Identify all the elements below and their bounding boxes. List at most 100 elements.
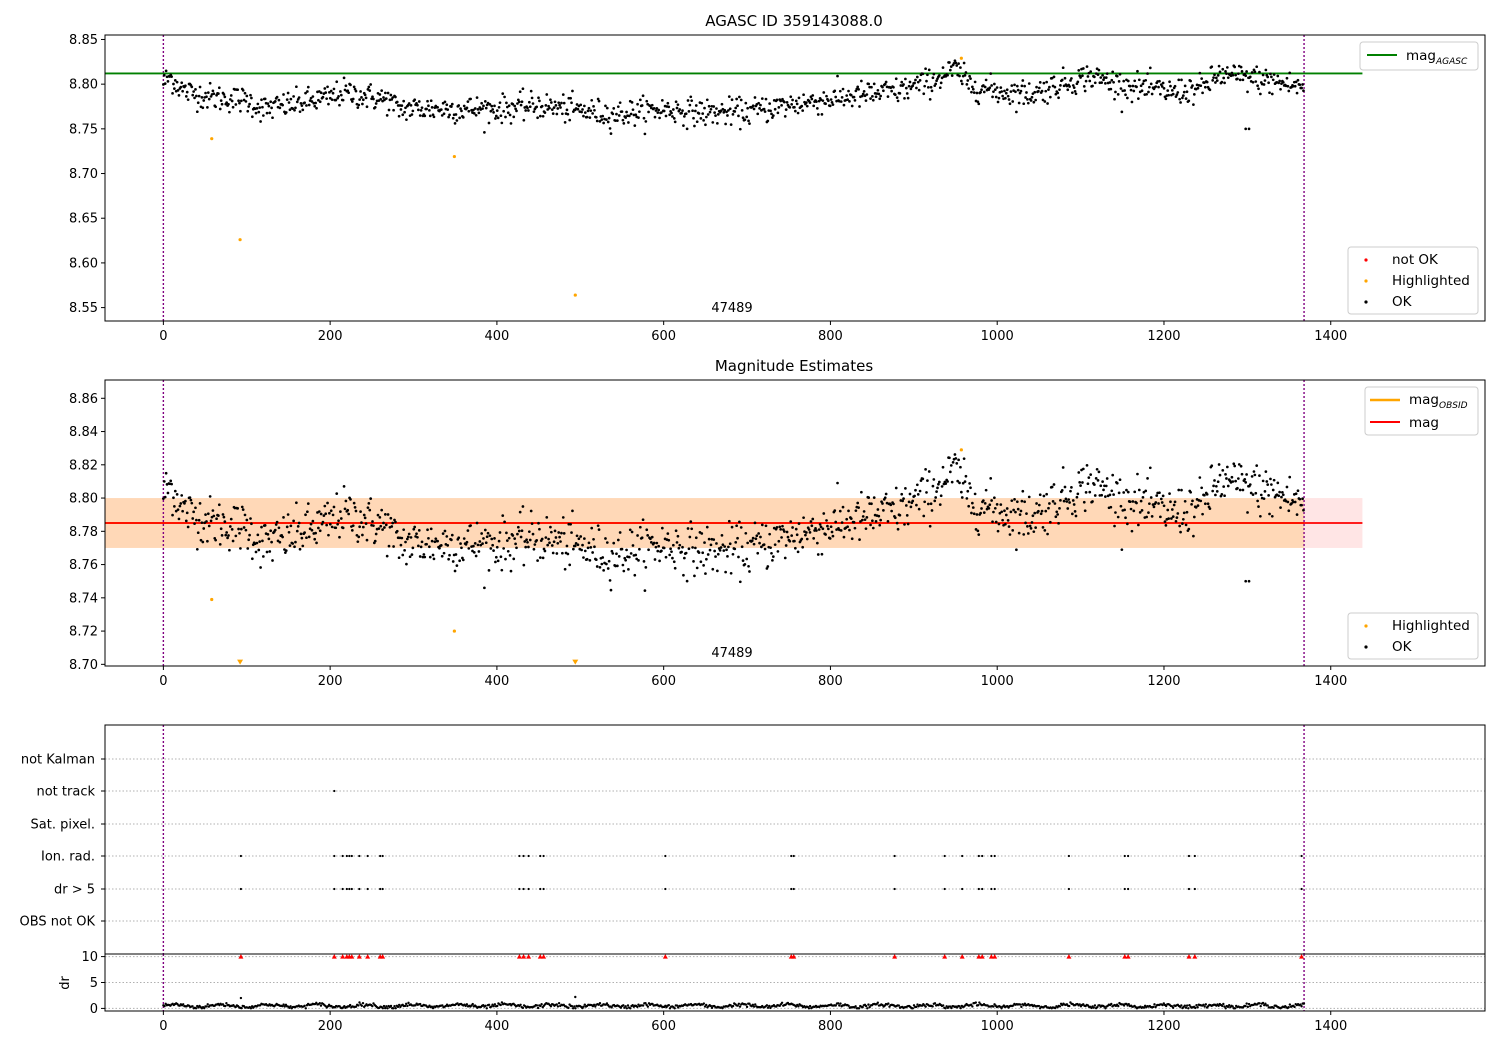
ok-point xyxy=(384,523,388,527)
ok-point xyxy=(881,85,884,89)
ok-point xyxy=(438,546,441,550)
ok-point xyxy=(878,97,882,101)
ok-point xyxy=(171,513,174,517)
ok-point xyxy=(459,107,462,110)
ok-point xyxy=(586,109,590,113)
ok-point xyxy=(432,115,436,119)
ok-point xyxy=(581,543,584,547)
ok-point xyxy=(909,505,913,509)
ok-point xyxy=(1192,534,1195,538)
ok-point xyxy=(1269,477,1272,481)
ok-point xyxy=(1052,75,1056,79)
ok-point xyxy=(303,101,306,105)
ok-point xyxy=(1261,479,1265,483)
ok-point xyxy=(244,528,248,532)
ok-point xyxy=(1210,65,1214,69)
ok-point xyxy=(317,526,320,530)
ok-point xyxy=(822,91,826,94)
dr-point xyxy=(1227,1004,1231,1007)
ok-point xyxy=(962,457,966,461)
ok-point xyxy=(1237,463,1241,466)
ok-point xyxy=(1112,80,1115,84)
ok-point xyxy=(239,109,242,113)
ok-point xyxy=(453,569,457,573)
ok-point xyxy=(1066,507,1070,510)
ok-point xyxy=(1302,89,1305,93)
ok-point xyxy=(319,91,323,95)
ok-point xyxy=(1029,99,1033,102)
ok-point xyxy=(769,109,772,113)
ok-point xyxy=(1234,73,1237,77)
ok-point xyxy=(1100,81,1104,84)
ok-point xyxy=(493,104,496,108)
ok-point xyxy=(779,527,783,531)
ok-point xyxy=(722,111,726,114)
ok-point xyxy=(256,533,260,537)
ok-point xyxy=(1024,521,1027,525)
ok-point xyxy=(239,547,242,550)
ok-point xyxy=(291,107,295,110)
ok-point xyxy=(189,498,193,502)
dr-point xyxy=(392,1007,395,1010)
ok-point xyxy=(929,85,933,89)
ok-point xyxy=(491,543,495,547)
ok-point xyxy=(921,72,925,76)
ok-point xyxy=(271,116,274,120)
ok-point xyxy=(164,471,168,475)
ok-point xyxy=(178,504,182,508)
ok-point xyxy=(600,562,604,566)
ok-point xyxy=(1078,480,1082,484)
ok-point xyxy=(1086,482,1090,486)
ok-point xyxy=(243,513,247,517)
ion-rad-flag xyxy=(1123,854,1126,858)
ok-point xyxy=(417,108,420,112)
ok-point xyxy=(948,456,951,460)
ok-point xyxy=(490,537,494,541)
ok-point xyxy=(544,104,548,107)
ok-point xyxy=(982,511,986,514)
ok-point xyxy=(973,492,977,496)
ok-point xyxy=(863,518,867,522)
ok-point xyxy=(550,108,554,112)
ok-point xyxy=(411,546,415,550)
ok-point xyxy=(206,539,209,543)
ok-point xyxy=(946,480,949,483)
ok-point xyxy=(250,522,253,526)
x-tick-label: 200 xyxy=(318,329,343,344)
dr-point xyxy=(418,1002,422,1006)
ok-point xyxy=(711,121,715,124)
flag-row-label: Sat. pixel. xyxy=(31,818,95,833)
ok-point xyxy=(624,558,627,562)
ok-point xyxy=(636,534,639,537)
ok-point xyxy=(1115,481,1119,485)
ok-point xyxy=(892,85,895,89)
ok-point xyxy=(579,535,583,538)
ok-point xyxy=(269,529,273,533)
ok-point xyxy=(506,549,510,553)
ok-point xyxy=(988,86,992,90)
ok-point xyxy=(994,520,998,524)
ok-point xyxy=(409,536,413,539)
ok-point xyxy=(1021,489,1025,493)
ok-point xyxy=(1206,502,1210,506)
ok-point xyxy=(1199,499,1203,503)
ok-point xyxy=(217,503,221,507)
dr-point xyxy=(675,1004,679,1007)
ok-point xyxy=(191,517,195,520)
dr-point xyxy=(1203,1005,1206,1008)
ok-point xyxy=(730,525,734,529)
ok-point xyxy=(668,113,672,117)
ok-point xyxy=(500,121,504,125)
ok-point xyxy=(925,79,928,83)
ok-point xyxy=(852,95,856,99)
ok-point xyxy=(836,481,839,485)
ok-point xyxy=(758,541,761,545)
ok-point xyxy=(748,570,751,573)
ok-point xyxy=(982,90,986,94)
ok-point xyxy=(721,543,725,547)
dr-point xyxy=(1183,1004,1187,1007)
ok-point xyxy=(1208,88,1212,92)
ok-point xyxy=(672,560,676,564)
ok-point xyxy=(572,547,575,551)
ok-point xyxy=(738,580,742,584)
